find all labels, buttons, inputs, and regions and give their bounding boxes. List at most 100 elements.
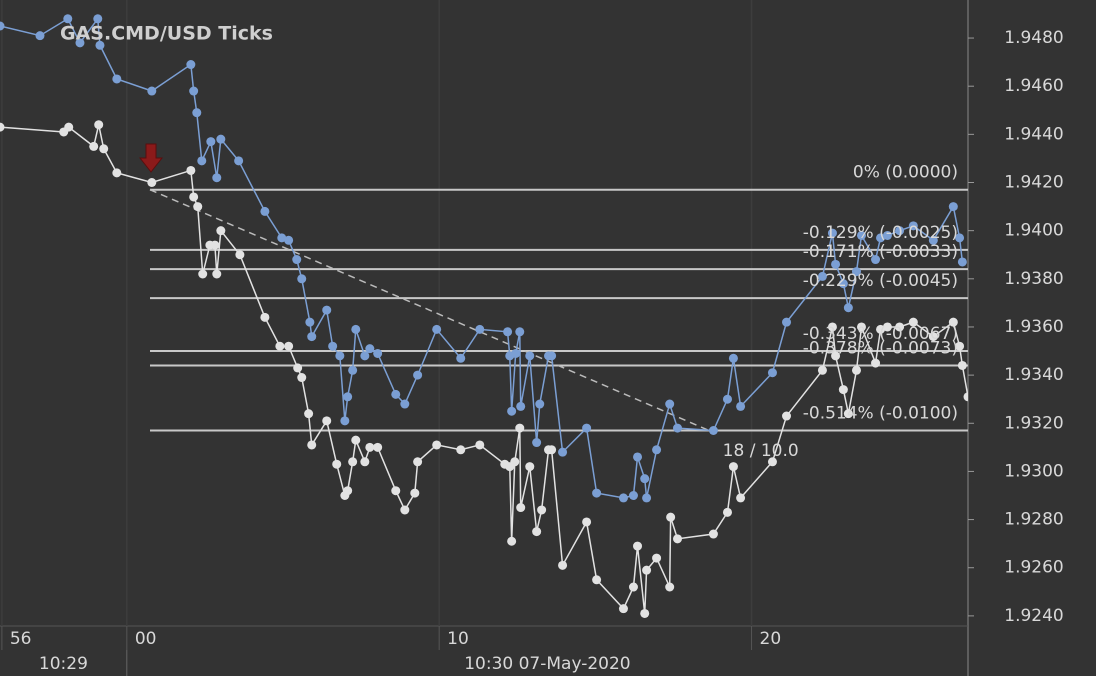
tick-point xyxy=(112,168,122,178)
tick-point xyxy=(210,240,220,250)
tick-point xyxy=(297,373,307,383)
fib-label: -0.514% (-0.0100) xyxy=(803,403,958,423)
tick-point xyxy=(628,582,638,592)
tick-point xyxy=(876,233,886,243)
tick-point xyxy=(871,358,881,368)
tick-point xyxy=(400,505,410,515)
tick-point xyxy=(827,228,837,238)
fib-label: 0% (0.0000) xyxy=(853,163,958,183)
fib-label: -0.229% (-0.0045) xyxy=(803,271,958,291)
tick-point xyxy=(525,462,535,472)
tick-point xyxy=(782,317,792,327)
tick-point xyxy=(365,442,375,452)
tick-point xyxy=(284,341,294,351)
tick-point xyxy=(547,445,557,455)
tick-point xyxy=(652,445,662,455)
tick-point xyxy=(928,332,938,342)
tick-point xyxy=(64,122,74,132)
tick-point xyxy=(851,267,861,277)
tick-point xyxy=(582,423,592,433)
plot xyxy=(0,14,968,618)
tick-point xyxy=(767,457,777,467)
fib-label: -0.171% (-0.0033) xyxy=(803,242,958,262)
tick-point xyxy=(328,341,338,351)
tick-point xyxy=(432,440,442,450)
tick-point xyxy=(373,348,383,358)
tick-point xyxy=(391,389,401,399)
tick-point xyxy=(618,493,628,503)
tick-point xyxy=(532,527,542,537)
tick-point xyxy=(373,442,383,452)
tick-point xyxy=(348,457,358,467)
tick-point xyxy=(955,341,965,351)
tick-point xyxy=(413,370,423,380)
tick-point xyxy=(665,399,675,409)
tick-point xyxy=(410,488,420,498)
tick-point xyxy=(212,173,222,183)
tick-point xyxy=(507,536,517,546)
tick-point xyxy=(206,137,216,147)
tick-point xyxy=(292,255,302,265)
tick-point xyxy=(351,435,361,445)
tick-point xyxy=(304,409,314,419)
tick-point xyxy=(216,226,226,236)
y-tick-label: 1.9240 xyxy=(1004,606,1063,626)
tick-point xyxy=(767,368,777,378)
tick-point xyxy=(535,399,545,409)
tick-point xyxy=(633,452,643,462)
tick-point xyxy=(511,348,521,358)
tick-point xyxy=(193,202,203,212)
tick-point xyxy=(93,14,103,24)
x-tick-label: 56 xyxy=(10,629,32,649)
fib-label: -0.378% (-0.0073) xyxy=(803,338,958,358)
tick-point xyxy=(856,230,866,240)
tick-point xyxy=(456,353,466,363)
tick-point xyxy=(558,560,568,570)
y-tick-label: 1.9340 xyxy=(1004,365,1063,385)
tick-point xyxy=(307,440,317,450)
tick-point xyxy=(592,575,602,585)
tick-point xyxy=(335,351,345,361)
tick-point xyxy=(708,425,718,435)
tick-point xyxy=(186,60,196,70)
tick-point xyxy=(908,221,918,231)
fib-label: -0.129% (-0.0025) xyxy=(803,223,958,243)
tick-point xyxy=(0,122,5,132)
tick-point xyxy=(856,322,866,332)
tick-point xyxy=(293,363,303,373)
tick-point xyxy=(322,305,332,315)
tick-point xyxy=(413,457,423,467)
sell-arrow xyxy=(138,143,164,173)
tick-point xyxy=(95,40,105,50)
tick-point xyxy=(633,541,643,551)
tick-point xyxy=(234,156,244,166)
tick-point xyxy=(216,134,226,144)
grid xyxy=(1,0,753,626)
tick-point xyxy=(189,86,199,96)
tick-point xyxy=(186,165,196,175)
tick-point xyxy=(99,144,109,154)
tick-point xyxy=(525,351,535,361)
tick-point xyxy=(260,312,270,322)
tick-point xyxy=(817,271,827,281)
tick-point xyxy=(507,406,517,416)
tick-point xyxy=(297,274,307,284)
tick-point xyxy=(827,322,837,332)
tick-point xyxy=(963,392,968,402)
tick-point xyxy=(322,416,332,426)
tick-point xyxy=(882,322,892,332)
tick-point xyxy=(515,327,525,337)
tick-point xyxy=(351,324,361,334)
tick-point xyxy=(831,351,841,361)
tick-point xyxy=(871,255,881,265)
y-tick-label: 1.9480 xyxy=(1004,28,1063,48)
series-line xyxy=(0,124,968,614)
tick-point xyxy=(673,534,683,544)
tick-point xyxy=(475,324,485,334)
tick-point xyxy=(640,608,650,618)
tick-point xyxy=(547,351,557,361)
tick-point xyxy=(838,279,848,289)
tick-point xyxy=(851,365,861,375)
x-tick-label: 20 xyxy=(760,629,782,649)
